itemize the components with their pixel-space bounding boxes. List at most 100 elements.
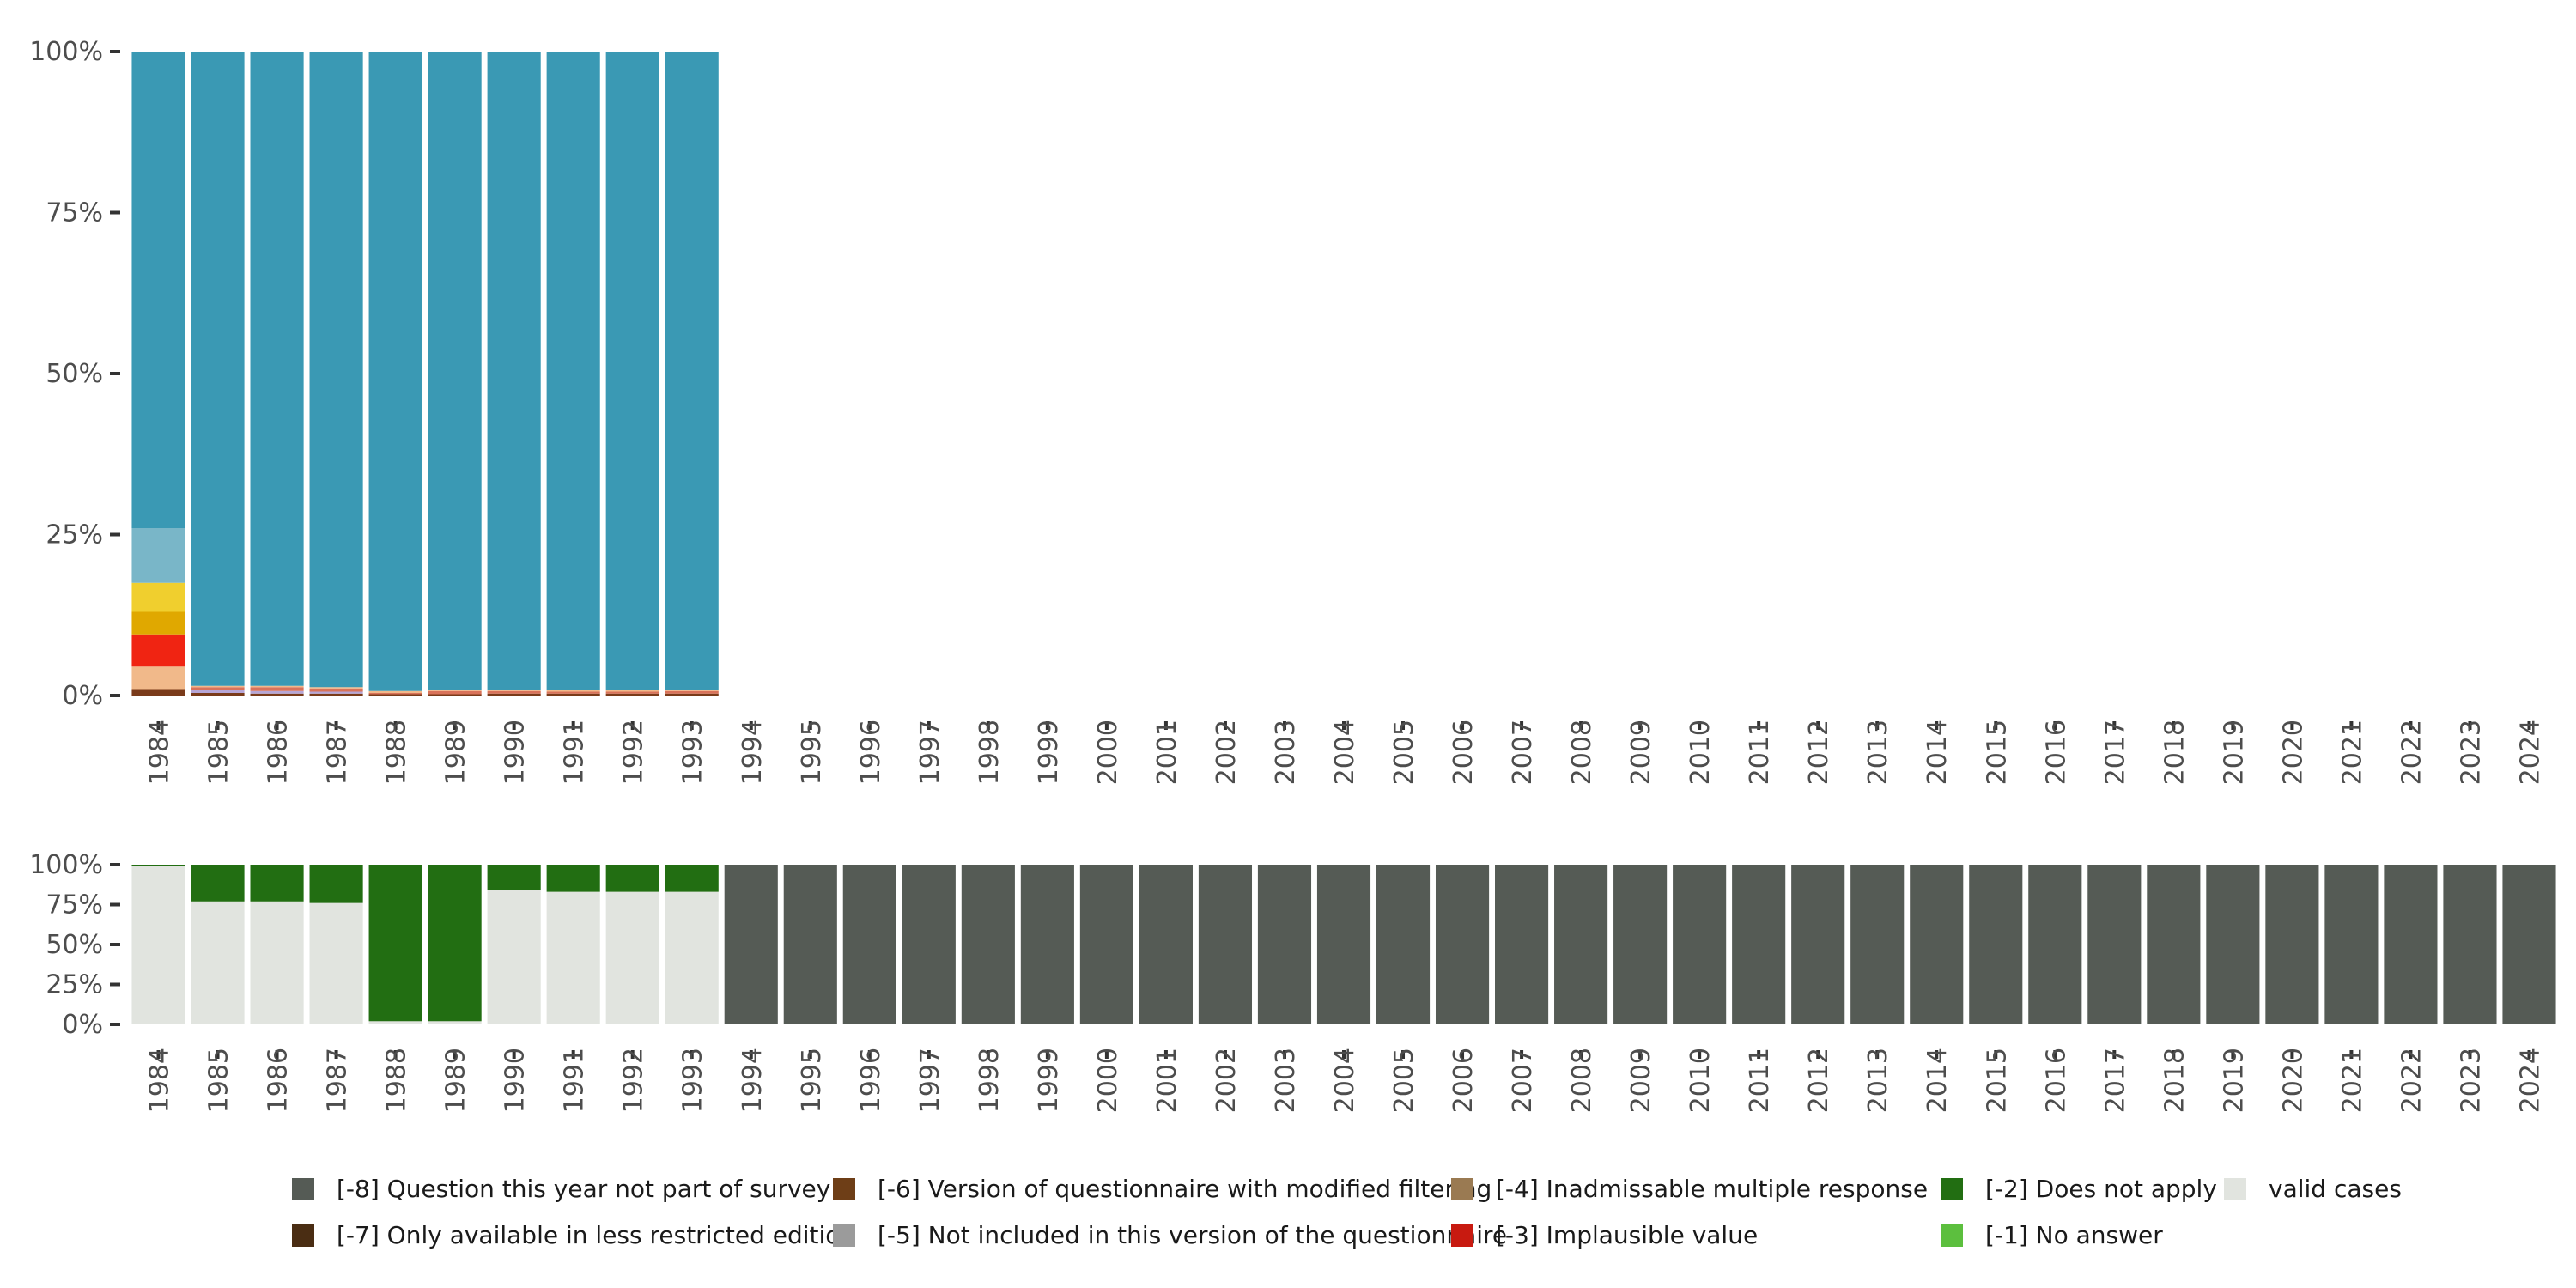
legend-swatch	[1451, 1177, 1473, 1200]
bar-segment	[250, 685, 304, 688]
bar-segment	[250, 865, 304, 902]
x-tick-label: 1989	[441, 720, 471, 785]
x-tick-label: 2005	[1389, 1048, 1419, 1113]
x-tick-label: 1996	[856, 1048, 886, 1113]
x-tick-label: 1990	[501, 720, 531, 785]
bar-segment	[1850, 865, 1905, 1024]
x-tick-label: 2004	[1330, 1048, 1360, 1113]
x-tick-label: 1989	[441, 1048, 471, 1113]
bar-segment	[2324, 865, 2379, 1024]
x-tick-label: 2019	[2219, 1048, 2249, 1113]
legend-item-q2: [-2] Does not apply	[1941, 1175, 2217, 1203]
bar-segment	[368, 690, 422, 693]
bar-segment	[1376, 865, 1431, 1024]
y-tick-label: 75%	[46, 890, 103, 920]
y-tick-label: 25%	[46, 520, 103, 550]
x-tick-label: 2001	[1152, 1048, 1182, 1113]
bar-segment	[2443, 865, 2497, 1024]
y-tick-label: 100%	[29, 850, 103, 880]
x-tick-label: 1998	[975, 1048, 1005, 1113]
x-tick-label: 2007	[1508, 720, 1538, 785]
bar-segment	[309, 52, 363, 688]
bar-segment	[902, 865, 956, 1024]
x-tick-label: 2011	[1745, 720, 1775, 785]
x-tick-label: 1985	[204, 1048, 234, 1113]
x-tick-label: 2023	[2456, 1048, 2486, 1113]
bar-segment	[2502, 865, 2556, 1024]
legend-item-q7: [-7] Only available in less restricted e…	[292, 1221, 855, 1249]
bar-segment	[2206, 865, 2260, 1024]
bar-segment	[368, 693, 422, 695]
x-tick-label: 1990	[501, 1048, 531, 1113]
bar-segment	[961, 865, 1015, 1024]
legend-swatch	[833, 1224, 855, 1247]
bar-segment	[487, 690, 541, 694]
bar-segment	[665, 693, 719, 696]
bar-segment	[1554, 865, 1608, 1024]
x-tick-label: 2009	[1626, 1048, 1656, 1113]
legend-item-q1: [-1] No answer	[1941, 1221, 2163, 1249]
bar-segment	[191, 687, 245, 690]
x-tick-label: 2017	[2100, 1048, 2130, 1113]
x-tick-label: 1992	[619, 1048, 649, 1113]
legend-label: [-5] Not included in this version of the…	[878, 1221, 1508, 1249]
x-tick-label: 2021	[2337, 1048, 2367, 1113]
bar-segment	[1079, 865, 1133, 1024]
x-tick-label: 2006	[1449, 720, 1479, 785]
bar-segment	[605, 691, 659, 694]
bar-segment	[605, 693, 659, 696]
x-tick-label: 2018	[2160, 720, 2190, 785]
bar-segment	[131, 634, 185, 667]
x-tick-label: 1999	[1034, 1048, 1064, 1113]
legend-label: [-2] Does not apply	[1985, 1175, 2217, 1203]
legend-label: [-6] Version of questionnaire with modif…	[878, 1175, 1492, 1203]
legend-label: [-4] Inadmissable multiple response	[1496, 1175, 1929, 1203]
x-tick-label: 1986	[264, 1048, 294, 1113]
x-tick-label: 2020	[2278, 1048, 2308, 1113]
bar-segment	[131, 611, 185, 635]
x-tick-label: 2018	[2160, 1048, 2190, 1113]
x-tick-label: 2017	[2100, 720, 2130, 785]
bar-segment	[1257, 865, 1312, 1024]
bar-segment	[665, 891, 719, 1024]
bar-segment	[487, 52, 541, 690]
bar-segment	[1316, 865, 1371, 1024]
x-tick-label: 2001	[1152, 720, 1182, 785]
bar-segment	[665, 690, 719, 691]
legend-item-q5: [-5] Not included in this version of the…	[833, 1221, 1507, 1249]
panel-bottom: 0% 25% 50% 75% 100% 1984 1985 1986 1987 1988 1989 1…	[29, 850, 2556, 1113]
legend-swatch	[833, 1177, 855, 1200]
x-tick-label: 2020	[2278, 720, 2308, 785]
x-tick-label: 1994	[738, 720, 768, 785]
bar-segment	[309, 865, 363, 903]
bar-segment	[1020, 865, 1074, 1024]
x-tick-label: 2006	[1449, 1048, 1479, 1113]
bar-segment	[428, 1021, 482, 1024]
x-tick-label: 2003	[1271, 720, 1301, 785]
x-tick-label: 2014	[1923, 720, 1953, 785]
x-tick-label: 2004	[1330, 720, 1360, 785]
x-tick-label: 2011	[1745, 1048, 1775, 1113]
x-tick-label: 1997	[915, 720, 945, 785]
legend-swatch	[292, 1177, 314, 1200]
x-tick-label: 2003	[1271, 1048, 1301, 1113]
x-tick-label: 1995	[797, 720, 827, 785]
y-tick-label: 25%	[46, 970, 103, 1000]
x-tick-label: 2016	[2041, 720, 2071, 785]
x-tick-label: 2002	[1212, 720, 1242, 785]
x-tick-label: 1987	[323, 720, 353, 785]
x-tick-label: 2005	[1389, 720, 1419, 785]
bar-segment	[131, 528, 185, 583]
bar-segment	[2265, 865, 2319, 1024]
x-tick-label: 1992	[619, 720, 649, 785]
x-tick-label: 2015	[1982, 1048, 2012, 1113]
legend-item-q8: [-8] Question this year not part of surv…	[292, 1175, 830, 1203]
bar-segment	[428, 690, 482, 691]
bar-segment	[368, 52, 422, 691]
bar-segment	[368, 1021, 422, 1024]
x-tick-label: 1988	[382, 1048, 412, 1113]
legend-label: [-8] Question this year not part of surv…	[337, 1175, 831, 1203]
bar-segment	[487, 890, 541, 1024]
x-tick-label: 1985	[204, 720, 234, 785]
